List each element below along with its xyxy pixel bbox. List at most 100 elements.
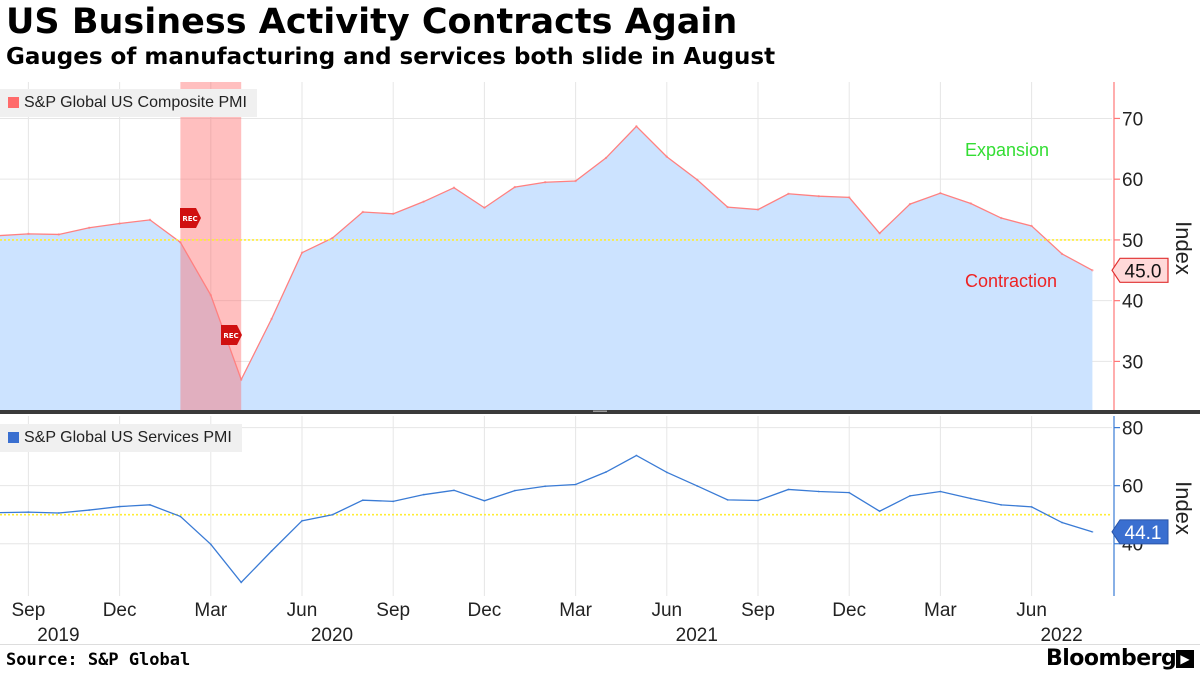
services-last-value-badge (1111, 519, 1169, 545)
services-point (27, 511, 30, 514)
composite-y-tick-label: 30 (1122, 352, 1143, 373)
x-year-label: 2019 (37, 625, 79, 646)
services-point (361, 499, 364, 502)
services-point (544, 485, 547, 488)
composite-legend-swatch (8, 97, 19, 108)
recession-band (180, 82, 242, 410)
services-point (848, 491, 851, 494)
composite-point (270, 317, 273, 321)
services-point (483, 499, 486, 502)
services-point (605, 471, 607, 474)
composite-last-value-badge (1111, 257, 1169, 283)
composite-point (635, 125, 638, 128)
composite-point (331, 236, 334, 240)
x-tick-label: Jun (1016, 600, 1047, 621)
composite-legend: S&P Global US Composite PMI (0, 89, 257, 117)
services-point (57, 511, 60, 514)
services-point (118, 505, 121, 508)
composite-point (939, 191, 942, 195)
rec-marker-label: REC (223, 332, 238, 340)
x-tick-label: Sep (11, 600, 45, 621)
services-point (331, 513, 334, 516)
composite-point (726, 205, 729, 209)
composite-point (300, 251, 304, 254)
composite-y-tick-label: 60 (1122, 170, 1143, 191)
composite-y-axis-title: Index (1171, 221, 1196, 275)
services-point (909, 494, 911, 497)
x-tick-label: Mar (924, 600, 957, 621)
composite-point (665, 155, 668, 158)
services-point (757, 499, 759, 502)
services-point (209, 543, 212, 546)
services-point (1091, 530, 1094, 533)
services-point (240, 581, 243, 584)
services-point (817, 490, 820, 493)
composite-point (57, 233, 60, 236)
composite-point (148, 218, 152, 222)
bloomberg-mark-icon: ▶ (1176, 650, 1194, 668)
composite-point (848, 196, 851, 199)
composite-point (574, 179, 577, 183)
composite-point (544, 181, 547, 184)
composite-point (240, 378, 243, 381)
bloomberg-logo: Bloomberg (1046, 646, 1177, 671)
services-point (726, 498, 729, 501)
composite-point (878, 232, 881, 235)
rec-marker-shape (180, 208, 201, 228)
x-tick-label: Dec (103, 600, 137, 621)
services-point (149, 503, 151, 506)
services-point (422, 493, 425, 496)
rec-marker-start: REC (180, 208, 201, 228)
services-point (969, 497, 972, 500)
services-point (787, 488, 790, 491)
composite-point (209, 294, 212, 297)
composite-point (787, 192, 790, 195)
services-point (453, 489, 455, 492)
services-point (574, 483, 577, 486)
services-point (270, 550, 273, 552)
composite-point (179, 241, 182, 244)
expansion-label: Expansion (965, 140, 1049, 160)
x-tick-label: Mar (194, 600, 227, 621)
composite-point (696, 178, 699, 181)
services-legend: S&P Global US Services PMI (0, 424, 242, 452)
composite-point (969, 202, 972, 205)
services-point (179, 515, 182, 518)
services-point (88, 509, 91, 512)
composite-point (756, 208, 760, 211)
composite-point (513, 185, 516, 189)
services-point (878, 510, 881, 513)
composite-y-tick-label: 70 (1122, 109, 1143, 130)
composite-point (1060, 252, 1064, 256)
panel-resize-handle (593, 410, 607, 412)
services-last-value: 44.1 (1125, 523, 1162, 544)
services-point (513, 489, 516, 492)
composite-area-fill (0, 126, 1093, 410)
composite-point (908, 202, 912, 206)
services-y-tick-label: 80 (1122, 419, 1143, 440)
x-year-label: 2021 (676, 625, 718, 646)
services-y-tick-label: 60 (1122, 477, 1143, 498)
services-point (301, 519, 303, 522)
footer-divider (0, 644, 1200, 645)
composite-point (483, 206, 486, 209)
contraction-label: Contraction (965, 271, 1057, 291)
composite-last-value: 45.0 (1125, 261, 1162, 282)
composite-point (1091, 269, 1094, 272)
services-point (696, 484, 699, 487)
x-tick-label: Mar (559, 600, 592, 621)
x-tick-label: Jun (287, 600, 318, 621)
services-point (392, 500, 395, 503)
composite-point (88, 226, 91, 229)
x-tick-label: Sep (741, 600, 775, 621)
composite-point (604, 156, 608, 160)
source-note: Source: S&P Global (6, 650, 191, 670)
composite-legend-label: S&P Global US Composite PMI (24, 94, 247, 111)
composite-y-tick-label: 40 (1122, 292, 1143, 313)
composite-point (1000, 216, 1003, 220)
rec-marker-shape (221, 325, 242, 345)
services-point (1030, 505, 1033, 508)
rec-marker-end: REC (221, 325, 242, 345)
services-y-axis-title: Index (1171, 481, 1196, 535)
